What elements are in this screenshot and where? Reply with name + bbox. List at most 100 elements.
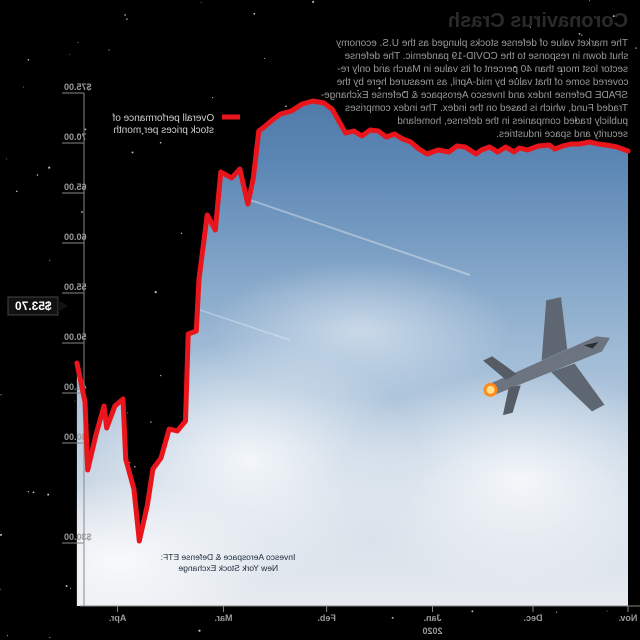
star xyxy=(0,394,2,396)
star xyxy=(6,635,8,637)
year-label: 2020 xyxy=(423,626,443,636)
star xyxy=(141,132,144,135)
contrail xyxy=(199,309,291,341)
star xyxy=(49,259,51,261)
star xyxy=(606,610,608,612)
star xyxy=(0,588,1,590)
x-tick-label: Mar. xyxy=(214,613,232,623)
star xyxy=(409,79,410,81)
star xyxy=(23,86,25,88)
intro-line: security and space industries. xyxy=(496,129,628,140)
star xyxy=(131,151,134,154)
star xyxy=(15,190,18,193)
star xyxy=(160,374,162,377)
star xyxy=(47,493,50,496)
star xyxy=(515,77,518,80)
star xyxy=(513,65,517,69)
star xyxy=(264,57,266,60)
y-tick-label: 60.00 xyxy=(64,232,87,242)
star xyxy=(65,585,68,587)
star xyxy=(574,110,576,112)
star xyxy=(159,141,162,144)
intro-line: Traded Fund, which is based on the index… xyxy=(345,103,628,114)
star xyxy=(357,89,359,92)
star xyxy=(391,616,394,619)
intro-text: The market value of defense stocks plung… xyxy=(321,38,629,140)
star xyxy=(529,26,531,28)
x-tick-label: Apr. xyxy=(109,613,127,623)
intro-line: SPADE Defense Index and Invesco Aerospac… xyxy=(321,90,628,101)
source-line-1: Invesco Aerospace & Defense ETF: xyxy=(161,552,296,562)
star xyxy=(612,15,615,18)
price-callout: $53.70 xyxy=(7,296,68,316)
star xyxy=(108,49,110,51)
legend-line-1: Overall performance of xyxy=(112,113,214,124)
intro-line: shut down in response to the COVID-19 pa… xyxy=(344,51,628,62)
star xyxy=(134,466,136,468)
star xyxy=(126,18,128,20)
star xyxy=(471,610,474,613)
fighter-jet-icon xyxy=(483,297,610,416)
star xyxy=(70,587,72,589)
star xyxy=(6,158,8,160)
star xyxy=(32,491,35,494)
star xyxy=(253,12,256,15)
star xyxy=(129,462,131,464)
star xyxy=(378,87,381,90)
y-tick-label: 55.00 xyxy=(64,282,87,292)
x-tick-label: Nov. xyxy=(619,613,638,623)
intro-line: sector lost more than 40 percent of its … xyxy=(337,64,628,75)
star xyxy=(574,119,578,122)
intro-line: covered some of that value by mid-April,… xyxy=(336,77,628,88)
star xyxy=(381,63,383,65)
star xyxy=(49,637,51,639)
y-tick-label: 70.00 xyxy=(64,132,87,142)
star xyxy=(77,133,80,136)
star xyxy=(81,211,83,213)
star xyxy=(556,611,558,613)
star xyxy=(150,421,152,423)
star xyxy=(285,105,287,108)
legend-line-2: stock prices per month xyxy=(113,125,214,136)
star xyxy=(513,109,515,111)
source-line-2: New York Stock Exchange xyxy=(178,563,278,573)
intro-line: The market value of defense stocks plung… xyxy=(336,38,628,49)
cloud xyxy=(76,480,270,606)
star xyxy=(588,0,590,2)
star xyxy=(211,96,214,99)
source-note: Invesco Aerospace & Defense ETF: New Yor… xyxy=(161,552,296,573)
star xyxy=(84,128,87,131)
y-tick-label: 40.00 xyxy=(64,432,87,442)
star xyxy=(74,400,76,402)
series-line-stock-price xyxy=(74,98,631,544)
star xyxy=(635,47,637,49)
legend: Overall performance of stock prices per … xyxy=(112,113,240,136)
x-axis-labels: Nov. Dec. Jan. Feb. Mar. Apr. 2020 xyxy=(109,606,638,636)
star xyxy=(403,91,406,94)
star xyxy=(200,2,202,4)
star xyxy=(578,32,581,35)
star xyxy=(124,14,126,16)
star xyxy=(560,73,563,75)
star xyxy=(36,174,39,176)
page-title: Coronavirus Crash xyxy=(448,10,628,32)
y-tick-label: 50.00 xyxy=(64,332,87,342)
x-tick-label: Jan. xyxy=(424,613,442,623)
star xyxy=(198,629,201,632)
y-axis: $30.00 40.00 45.00 50.00 55.00 60.00 65.00 70.0… xyxy=(62,82,92,606)
star xyxy=(127,412,129,414)
star xyxy=(27,58,30,61)
y-tick-label: $75.00 xyxy=(64,82,92,92)
x-tick-label: Feb. xyxy=(317,613,336,623)
header: Coronavirus Crash The market value of de… xyxy=(321,10,629,140)
y-tick-label: $30.00 xyxy=(64,532,92,542)
star xyxy=(154,291,157,294)
star xyxy=(68,53,70,55)
cloud xyxy=(210,260,510,400)
y-tick-label: 45.00 xyxy=(64,382,87,392)
star xyxy=(312,0,315,3)
star xyxy=(0,533,3,536)
star xyxy=(77,42,79,43)
